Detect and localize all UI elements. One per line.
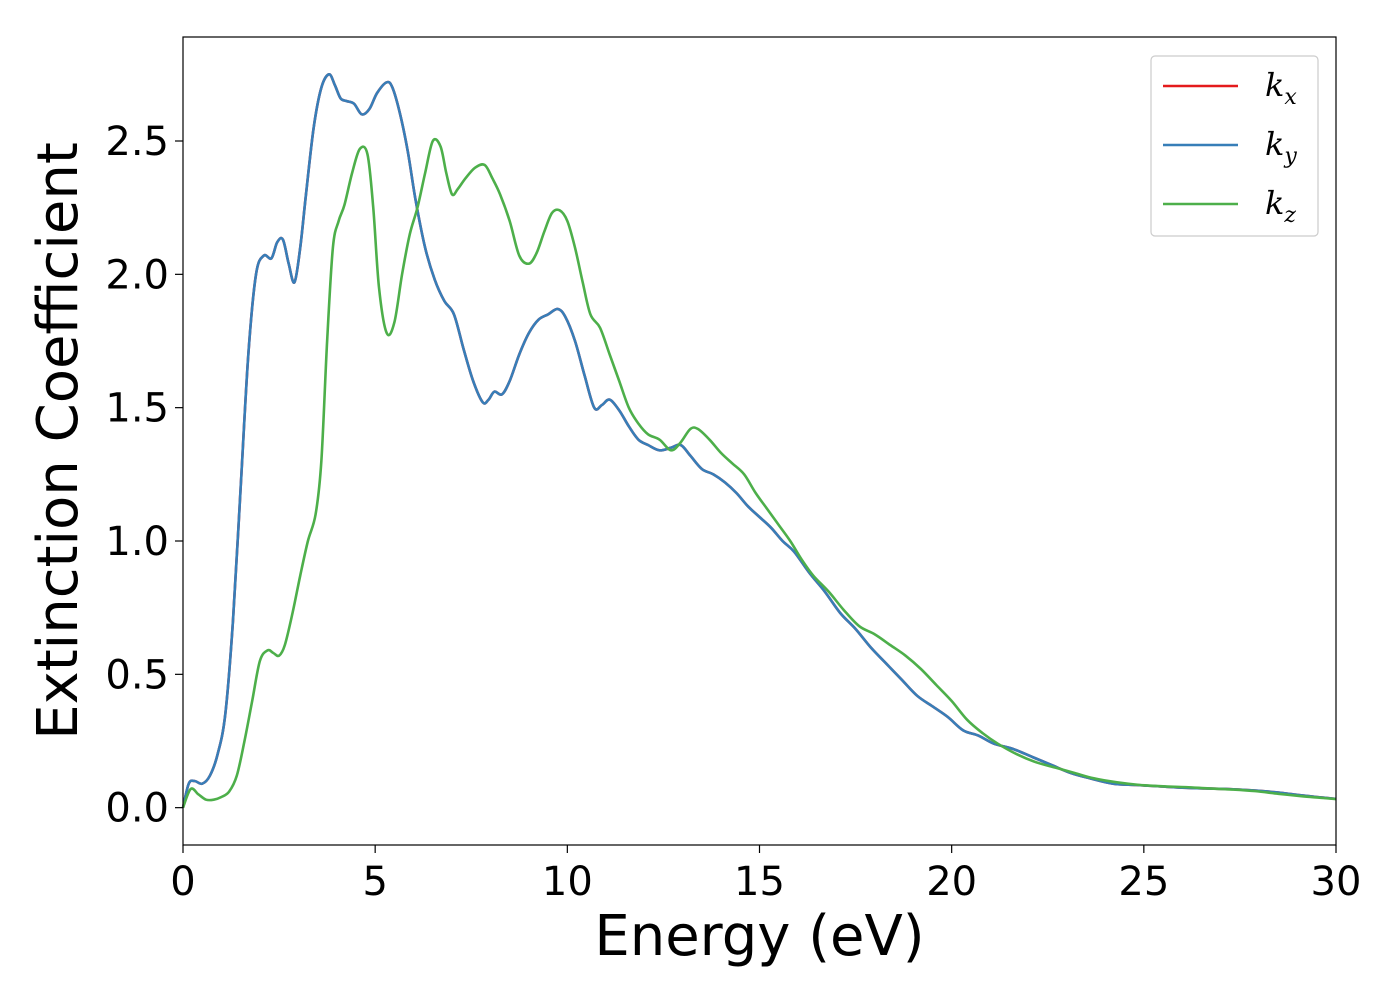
series-line-ky: [181, 73, 1337, 808]
y-tick-label: 1.0: [105, 519, 169, 565]
x-tick-label: 30: [1311, 859, 1362, 905]
x-tick-label: 10: [542, 859, 593, 905]
legend: kx ky kz: [1150, 55, 1319, 237]
y-axis-ticks: 0.0 0.5 1.0 1.5 2.0 2.5: [105, 119, 183, 832]
legend-label-ky: ky: [1265, 125, 1297, 169]
x-tick-label: 15: [734, 859, 785, 905]
y-tick-label: 0.5: [105, 652, 169, 698]
series-layer: [181, 73, 1337, 809]
legend-label-kx: kx: [1265, 66, 1297, 110]
y-tick-label: 0.0: [105, 786, 169, 832]
x-tick-label: 20: [926, 859, 977, 905]
x-tick-label: 25: [1118, 859, 1169, 905]
plot-area: [183, 37, 1336, 845]
x-axis-ticks: 0 5 10 15 20 25 30: [170, 845, 1361, 905]
y-tick-label: 1.5: [105, 386, 169, 432]
series-line-kz: [181, 137, 1337, 809]
x-tick-label: 0: [170, 859, 195, 905]
x-axis-label: Energy (eV): [594, 904, 924, 969]
x-tick-label: 5: [362, 859, 387, 905]
y-axis-label: Extinction Coefficient: [26, 142, 91, 740]
legend-label-kz: kz: [1265, 184, 1296, 228]
y-tick-label: 2.5: [105, 119, 169, 165]
y-tick-label: 2.0: [105, 252, 169, 298]
